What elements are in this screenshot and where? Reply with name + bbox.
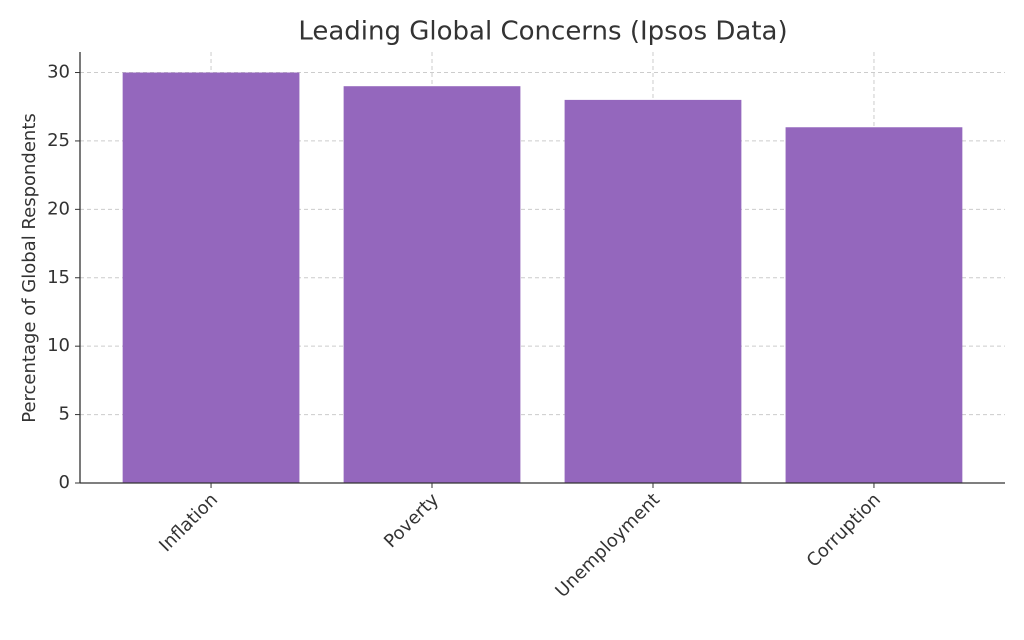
x-tick-label: Poverty [380,489,443,552]
y-tick-label: 0 [59,472,70,493]
y-tick-label: 30 [47,62,70,83]
y-tick-label: 10 [47,335,70,356]
x-tick-label: Unemployment [551,489,664,602]
chart-title: Leading Global Concerns (Ipsos Data) [298,17,787,47]
bar [564,99,742,483]
y-tick-label: 5 [59,404,70,425]
x-tick-label: Corruption [803,489,885,571]
y-tick-label: 15 [47,267,70,288]
x-tick-label: Inflation [155,489,222,556]
bar [785,127,963,483]
bar [343,86,521,483]
bar [122,72,300,484]
y-axis-label: Percentage of Global Respondents [19,113,40,423]
y-tick-label: 25 [47,130,70,151]
y-tick-label: 20 [47,198,70,219]
